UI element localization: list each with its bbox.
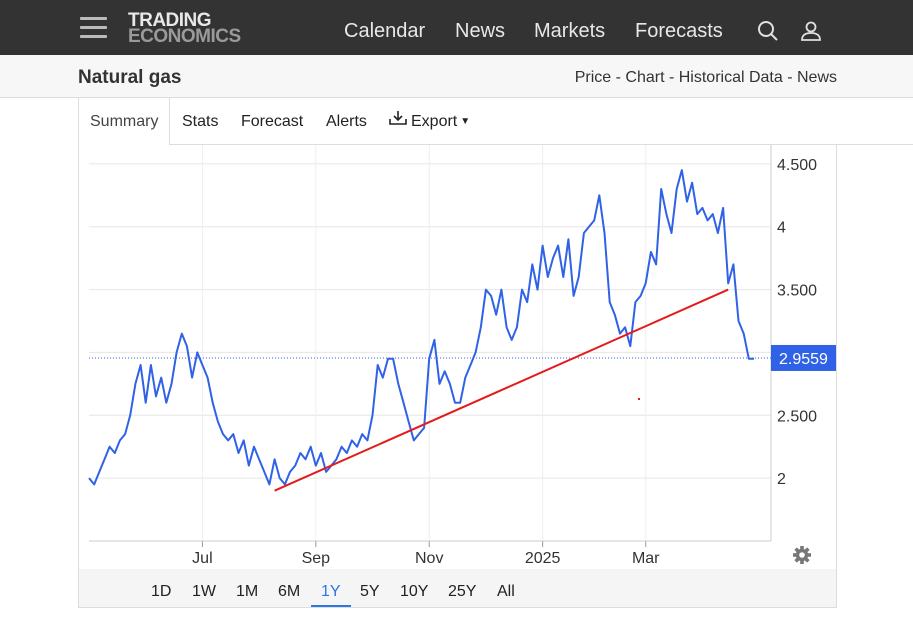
download-icon <box>389 98 407 145</box>
y-tick-label: 2 <box>777 471 786 488</box>
tab-stats[interactable]: Stats <box>182 113 219 130</box>
logo-line2: ECONOMICS <box>128 26 241 47</box>
nav-calendar[interactable]: Calendar <box>344 20 426 42</box>
price-series-line <box>88 169 754 486</box>
range-1y[interactable]: 1Y <box>321 583 341 600</box>
y-tick-label: 3.500 <box>777 283 817 300</box>
site-logo[interactable]: TRADING ECONOMICS <box>128 10 241 47</box>
trend-line <box>274 288 729 492</box>
page-title: Natural gas <box>78 67 182 88</box>
range-25y[interactable]: 25Y <box>448 583 477 600</box>
range-1d[interactable]: 1D <box>151 583 172 600</box>
range-all[interactable]: All <box>497 583 515 600</box>
x-tick-label: Mar <box>632 550 660 567</box>
tab-summary[interactable]: Summary <box>78 98 171 145</box>
tab-alerts[interactable]: Alerts <box>326 113 367 130</box>
nav-forecasts[interactable]: Forecasts <box>635 20 723 42</box>
export-label: Export <box>411 113 458 130</box>
range-1m[interactable]: 1M <box>236 583 259 600</box>
tab-export[interactable]: Export ▼ <box>389 98 470 145</box>
title-bar: Natural gas Price - Chart - Historical D… <box>0 55 913 98</box>
tab-forecast[interactable]: Forecast <box>241 113 304 130</box>
nav-news[interactable]: News <box>455 20 506 42</box>
range-6m[interactable]: 6M <box>278 583 301 600</box>
y-tick-label: 4.500 <box>777 157 817 174</box>
top-navbar: TRADING ECONOMICS Calendar News Markets … <box>0 0 913 55</box>
gear-icon[interactable] <box>793 546 811 564</box>
last-value-badge <box>771 344 836 371</box>
tab-bar: Summary Stats Forecast Alerts Export ▼ <box>78 98 913 145</box>
range-1w[interactable]: 1W <box>192 583 216 600</box>
user-icon[interactable] <box>800 20 822 47</box>
caret-down-icon: ▼ <box>460 116 471 128</box>
x-tick-label: Sep <box>302 550 331 567</box>
search-icon[interactable] <box>757 20 779 47</box>
logo-line1: TRADING <box>128 10 212 31</box>
range-selected-underline <box>311 605 351 607</box>
range-10y[interactable]: 10Y <box>400 583 429 600</box>
nav-markets[interactable]: Markets <box>534 20 606 42</box>
y-tick-label: 2.500 <box>777 408 817 425</box>
range-5y[interactable]: 5Y <box>360 583 380 600</box>
range-selector: 1D 1W 1M 6M 1Y 5Y 10Y 25Y All <box>78 569 837 608</box>
menu-icon[interactable] <box>80 17 107 39</box>
x-tick-label: Nov <box>415 550 443 567</box>
y-tick-label: 4 <box>777 220 786 237</box>
title-links[interactable]: Price - Chart - Historical Data - News <box>574 69 837 86</box>
last-value-label: 2.9559 <box>779 351 828 368</box>
x-tick-label: 2025 <box>525 550 561 567</box>
trend-anchor-dot <box>638 398 640 400</box>
x-tick-label: Jul <box>192 550 212 567</box>
